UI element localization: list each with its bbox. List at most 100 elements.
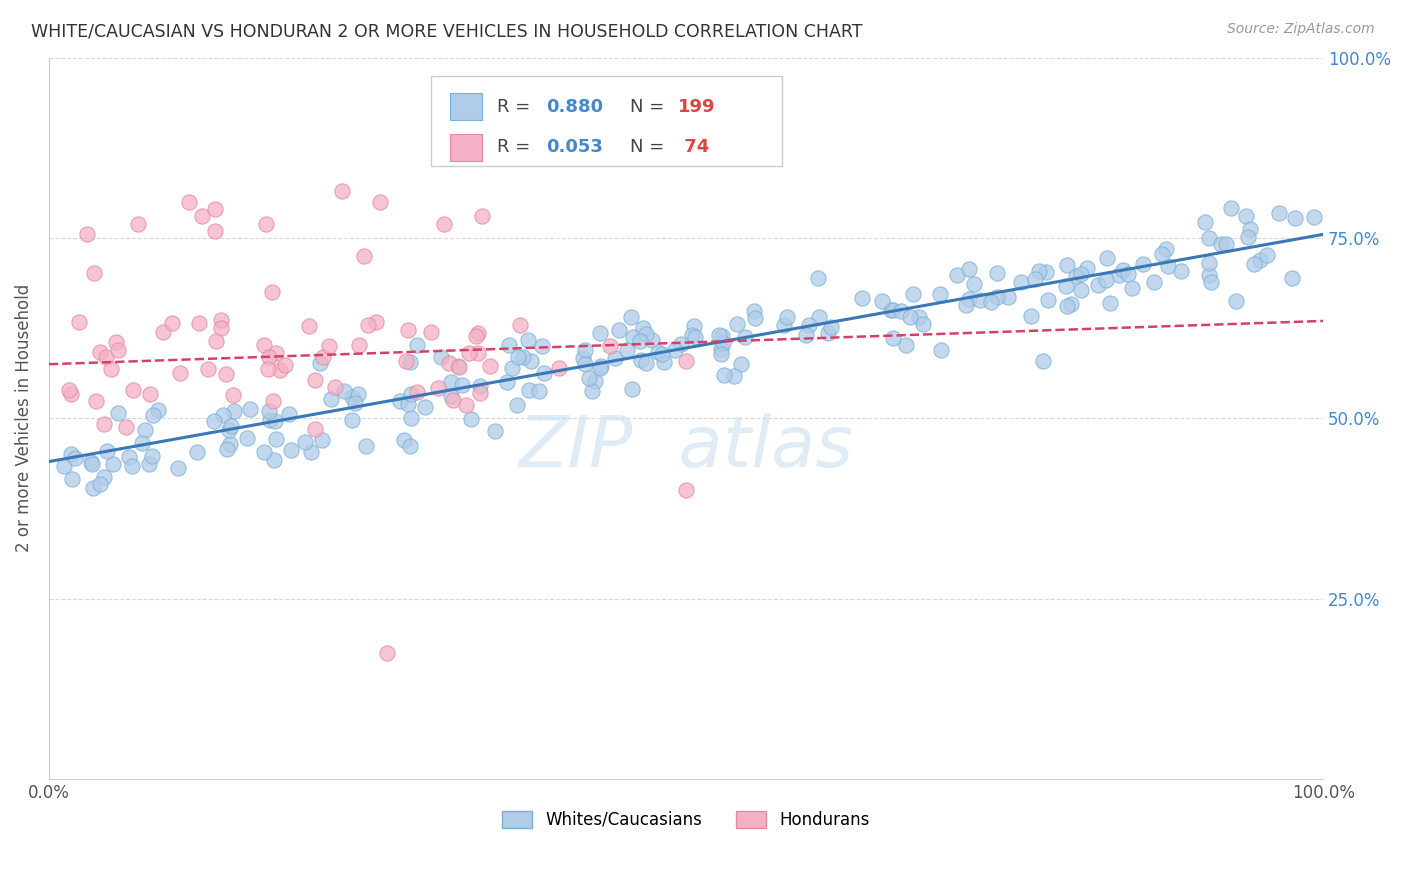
Point [723, 368, 745, 383]
Point [454, 397, 477, 411]
Point [710, 342, 733, 356]
Point [93, 417, 115, 431]
Point [160, 316, 183, 330]
Point [96, 444, 118, 458]
Point [1152, 247, 1174, 261]
Point [796, 328, 818, 343]
Point [139, 387, 162, 401]
Point [396, 323, 419, 337]
Point [134, 423, 156, 437]
Point [1243, 257, 1265, 271]
Point [420, 325, 443, 339]
Point [630, 352, 652, 367]
Point [631, 321, 654, 335]
Point [1032, 353, 1054, 368]
Point [1234, 209, 1257, 223]
Point [1112, 262, 1135, 277]
Point [218, 437, 240, 451]
Point [60, 472, 83, 486]
Point [506, 398, 529, 412]
Point [260, 285, 283, 300]
Point [707, 327, 730, 342]
Point [179, 194, 201, 209]
Point [212, 409, 235, 423]
Point [669, 336, 692, 351]
Point [1219, 202, 1241, 216]
Point [907, 310, 929, 325]
Point [127, 217, 149, 231]
Point [527, 384, 550, 398]
Text: WHITE/CAUCASIAN VS HONDURAN 2 OR MORE VEHICLES IN HOUSEHOLD CORRELATION CHART: WHITE/CAUCASIAN VS HONDURAN 2 OR MORE VE… [31, 22, 862, 40]
Point [441, 392, 464, 407]
Point [928, 286, 950, 301]
Point [115, 420, 138, 434]
Point [516, 333, 538, 347]
Point [204, 202, 226, 216]
Point [1281, 270, 1303, 285]
Point [80, 457, 103, 471]
Point [191, 210, 214, 224]
Point [80, 455, 103, 469]
Point [621, 330, 644, 344]
Point [257, 362, 280, 376]
Point [413, 400, 436, 414]
Point [997, 289, 1019, 303]
Point [356, 318, 378, 332]
Point [364, 315, 387, 329]
Point [773, 318, 796, 332]
Legend: Whites/Caucasians, Hondurans: Whites/Caucasians, Hondurans [496, 804, 876, 836]
Point [581, 384, 603, 398]
Point [100, 362, 122, 376]
Point [1132, 257, 1154, 271]
Point [221, 418, 243, 433]
Point [239, 401, 262, 416]
Point [969, 293, 991, 307]
Point [304, 422, 326, 436]
Point [808, 310, 831, 325]
Point [67, 315, 90, 329]
Point [169, 366, 191, 380]
Point [257, 350, 280, 364]
Text: N =: N = [630, 138, 671, 156]
Point [142, 409, 165, 423]
Point [104, 335, 127, 350]
Point [512, 350, 534, 364]
Point [399, 355, 422, 369]
Text: R =: R = [498, 98, 537, 116]
Point [450, 378, 472, 392]
Point [146, 403, 169, 417]
Point [986, 290, 1008, 304]
Point [1095, 273, 1118, 287]
Point [205, 334, 228, 348]
Point [399, 439, 422, 453]
Point [309, 356, 332, 370]
Point [60, 387, 83, 401]
Text: 199: 199 [679, 98, 716, 116]
Point [571, 351, 593, 366]
Point [807, 271, 830, 285]
Point [929, 343, 952, 357]
Point [647, 345, 669, 359]
FancyBboxPatch shape [450, 134, 482, 161]
Point [1198, 268, 1220, 283]
Point [58, 383, 80, 397]
Point [1239, 222, 1261, 236]
Point [121, 384, 143, 398]
Point [621, 382, 644, 396]
Point [675, 353, 697, 368]
Point [517, 384, 540, 398]
Point [375, 646, 398, 660]
Point [1156, 259, 1178, 273]
Point [82, 481, 104, 495]
Point [89, 345, 111, 359]
Point [167, 461, 190, 475]
Point [501, 361, 523, 376]
Point [730, 357, 752, 371]
Point [312, 351, 335, 365]
Point [1143, 275, 1166, 289]
Point [1209, 237, 1232, 252]
FancyBboxPatch shape [450, 93, 482, 120]
Point [347, 338, 370, 352]
Point [1237, 229, 1260, 244]
Point [94, 350, 117, 364]
